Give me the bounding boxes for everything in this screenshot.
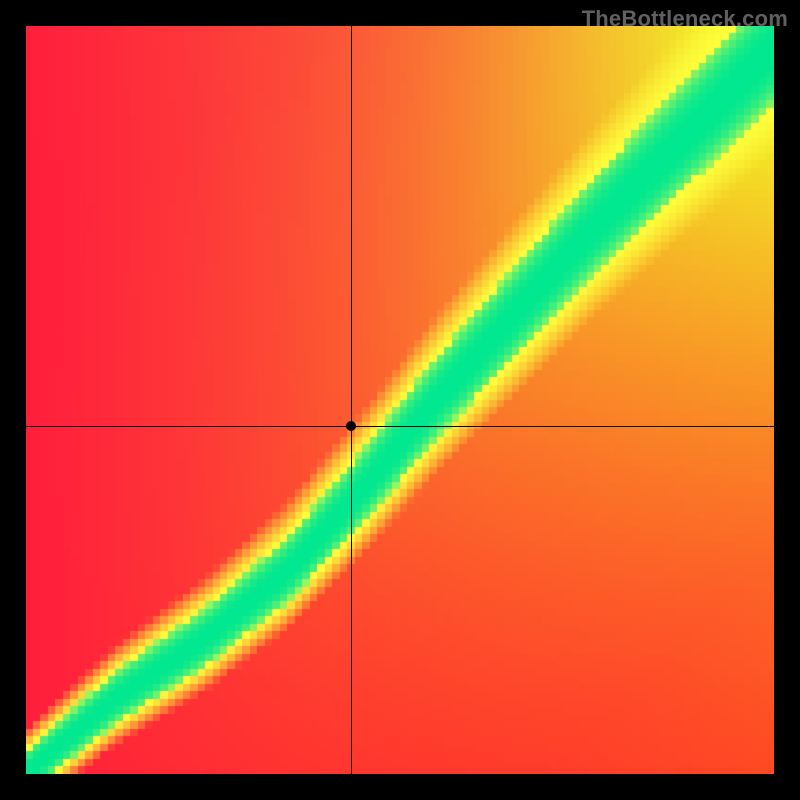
plot-area (26, 26, 774, 774)
heatmap-canvas (26, 26, 774, 774)
crosshair-horizontal (26, 426, 774, 427)
crosshair-vertical (351, 26, 352, 774)
crosshair-marker (346, 421, 356, 431)
attribution-label: TheBottleneck.com (582, 6, 788, 32)
chart-container: TheBottleneck.com (0, 0, 800, 800)
